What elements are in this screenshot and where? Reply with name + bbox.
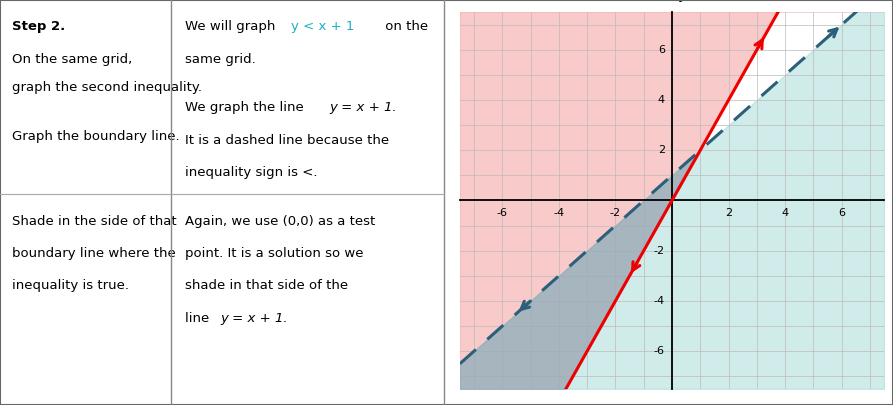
FancyArrow shape — [669, 388, 675, 404]
Text: line: line — [185, 312, 213, 325]
Text: shade in that side of the: shade in that side of the — [185, 279, 348, 292]
Text: -6: -6 — [654, 346, 665, 356]
FancyArrow shape — [884, 197, 893, 204]
Text: -4: -4 — [654, 296, 665, 306]
Text: We will graph: We will graph — [185, 20, 280, 33]
Text: inequality is true.: inequality is true. — [12, 279, 129, 292]
Text: Again, we use (0,0) as a test: Again, we use (0,0) as a test — [185, 215, 375, 228]
Text: 2: 2 — [658, 145, 665, 155]
Text: y = x + 1.: y = x + 1. — [221, 312, 288, 325]
FancyArrow shape — [443, 197, 460, 204]
Text: 4: 4 — [658, 95, 665, 105]
Text: y: y — [678, 0, 687, 2]
Text: y < x + 1: y < x + 1 — [291, 20, 355, 33]
Text: On the same grid,: On the same grid, — [12, 53, 132, 66]
Text: inequality sign is <.: inequality sign is <. — [185, 166, 318, 179]
Text: We graph the line: We graph the line — [185, 101, 308, 114]
Text: -6: -6 — [497, 208, 508, 218]
Text: 2: 2 — [725, 208, 732, 218]
Text: graph the second inequality.: graph the second inequality. — [12, 81, 202, 94]
Text: same grid.: same grid. — [185, 53, 255, 66]
Text: Step 2.: Step 2. — [12, 20, 65, 33]
Text: It is a dashed line because the: It is a dashed line because the — [185, 134, 389, 147]
Text: Shade in the side of that: Shade in the side of that — [12, 215, 177, 228]
FancyArrow shape — [669, 0, 675, 13]
Text: -2: -2 — [654, 246, 665, 256]
Text: 4: 4 — [781, 208, 789, 218]
Text: -2: -2 — [610, 208, 621, 218]
Text: 6: 6 — [658, 45, 665, 55]
Text: boundary line where the: boundary line where the — [12, 247, 176, 260]
Text: point. It is a solution so we: point. It is a solution so we — [185, 247, 363, 260]
Text: y = x + 1.: y = x + 1. — [330, 101, 397, 114]
Text: on the: on the — [381, 20, 429, 33]
Text: -4: -4 — [554, 208, 564, 218]
Text: 6: 6 — [839, 208, 845, 218]
Text: Graph the boundary line.: Graph the boundary line. — [12, 130, 179, 143]
